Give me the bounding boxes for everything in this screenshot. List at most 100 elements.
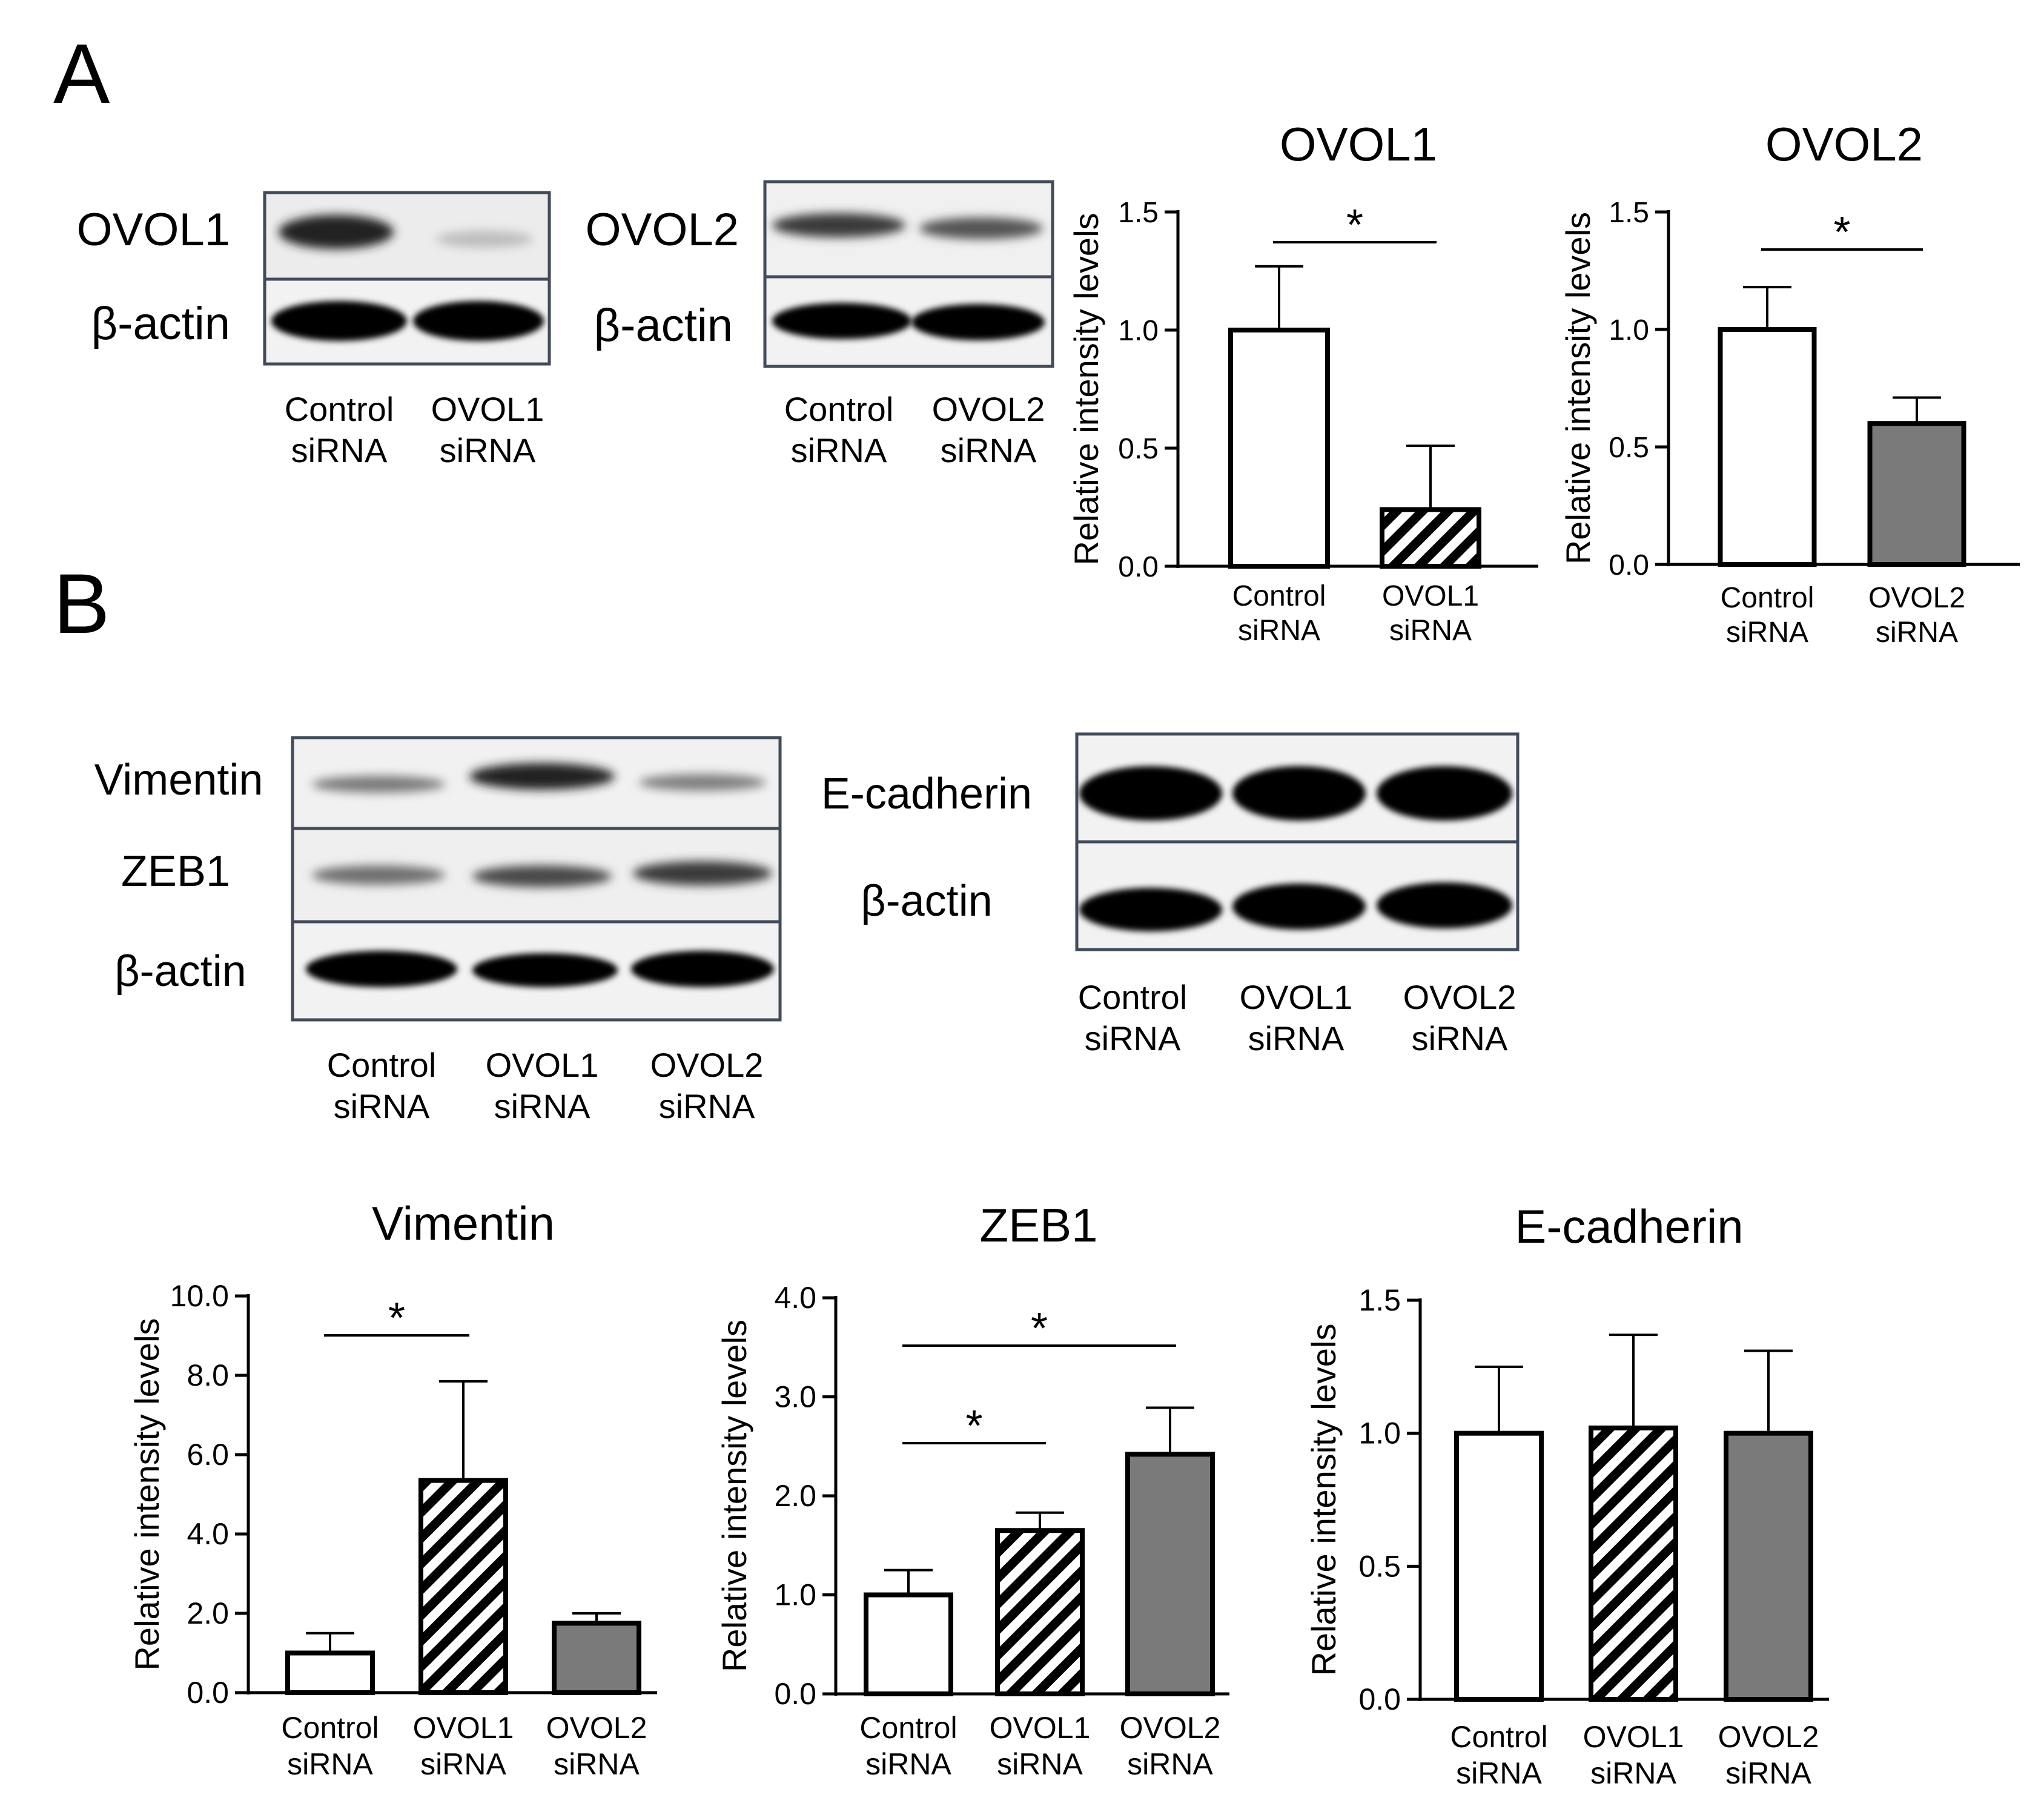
lane-label: OVOL1 — [486, 1046, 599, 1084]
x-tick-label: siRNA — [554, 1747, 640, 1781]
lane-label: OVOL1 — [1240, 978, 1353, 1016]
x-tick-label: OVOL2 — [1120, 1711, 1221, 1745]
bar — [864, 1592, 953, 1696]
vimentin-chart: Vimentin Relative intensity levels 0.0 2.0 4… — [128, 1197, 657, 1781]
lane-label: OVOL2 — [932, 390, 1045, 428]
band — [1079, 888, 1222, 931]
y-axis-label: Relative intensity levels — [1559, 212, 1597, 564]
bar — [1718, 327, 1817, 567]
band — [631, 951, 774, 987]
x-tick-label: OVOL1 — [1382, 580, 1479, 612]
x-tick-label: siRNA — [1590, 1756, 1676, 1790]
y-tick-label: 8.0 — [187, 1358, 229, 1392]
band — [472, 865, 612, 887]
blot-row-label: ZEB1 — [121, 847, 230, 896]
bar — [1454, 1430, 1544, 1702]
y-axis-label: Relative intensity levels — [715, 1320, 753, 1672]
band — [639, 774, 766, 791]
lane-label: siRNA — [659, 1087, 755, 1125]
band — [1232, 766, 1366, 821]
y-axis-label: Relative intensity levels — [128, 1318, 166, 1670]
lane-label: siRNA — [494, 1087, 590, 1125]
y-tick-label: 0.5 — [1118, 433, 1159, 465]
y-tick-label: 1.5 — [1118, 197, 1159, 229]
x-tick-label: siRNA — [1238, 615, 1320, 647]
chart-title: ZEB1 — [979, 1198, 1097, 1252]
x-tick-label: siRNA — [1389, 615, 1472, 647]
band — [772, 213, 905, 237]
lane-label: Control — [327, 1046, 437, 1084]
band — [919, 217, 1043, 239]
y-tick-label: 2.0 — [774, 1479, 816, 1513]
lane-label: OVOL1 — [431, 390, 544, 428]
bar — [552, 1621, 641, 1695]
y-tick-label: 10.0 — [170, 1279, 229, 1313]
blot-row-label: β-actin — [114, 947, 246, 996]
band — [271, 301, 407, 341]
lane-label: siRNA — [334, 1087, 430, 1125]
y-tick-label: 1.5 — [1609, 197, 1649, 229]
x-tick-label: siRNA — [1127, 1747, 1213, 1781]
bar — [418, 1478, 508, 1695]
x-tick-label: Control — [1450, 1720, 1547, 1754]
lane-label: Control — [784, 390, 894, 428]
x-tick-label: siRNA — [1725, 1756, 1811, 1790]
panel-label-b: B — [53, 556, 110, 651]
chart-title: E-cadherin — [1515, 1200, 1743, 1253]
bar — [995, 1528, 1085, 1697]
band — [1377, 882, 1512, 928]
x-tick-label: OVOL1 — [1583, 1720, 1684, 1754]
ecadherin-chart: E-cadherin Relative intensity levels 0.0 0.… — [1305, 1200, 1829, 1790]
emt-blot: Vimentin ZEB1 β-actin Control siRNA OVOL… — [94, 736, 782, 1125]
lane-label: Control — [1078, 978, 1188, 1016]
lane-label: siRNA — [1412, 1019, 1508, 1057]
band — [1079, 766, 1222, 821]
y-tick-label: 0.0 — [1118, 551, 1159, 583]
lane-label: siRNA — [791, 431, 887, 469]
y-tick-label: 0.5 — [1609, 432, 1649, 464]
zeb1-chart: ZEB1 Relative intensity levels 0.0 1.0 2.0 3.… — [715, 1198, 1229, 1781]
band — [1377, 766, 1512, 821]
y-tick-label: 2.0 — [187, 1596, 229, 1630]
y-tick-label: 1.0 — [1118, 315, 1159, 347]
band — [413, 301, 544, 341]
x-tick-label: siRNA — [1726, 617, 1808, 649]
band — [772, 303, 911, 339]
bar — [1228, 328, 1330, 569]
blot-row-label: OVOL2 — [586, 204, 739, 256]
lane-label: siRNA — [1085, 1019, 1181, 1057]
chart-title: OVOL1 — [1280, 117, 1437, 171]
significance-star: * — [1031, 1304, 1048, 1353]
significance-star: * — [1346, 201, 1363, 250]
band — [1232, 884, 1366, 930]
x-tick-label: siRNA — [287, 1747, 373, 1781]
bar — [1867, 421, 1966, 567]
blot-row-label: β-actin — [861, 877, 992, 925]
x-tick-label: Control — [281, 1711, 379, 1745]
y-tick-label: 4.0 — [187, 1517, 229, 1551]
significance-star: * — [965, 1402, 982, 1450]
band — [306, 951, 457, 987]
x-tick-label: OVOL1 — [990, 1711, 1091, 1745]
significance-star: * — [388, 1294, 405, 1343]
y-tick-label: 1.0 — [774, 1578, 816, 1612]
x-tick-label: OVOL2 — [1718, 1720, 1819, 1754]
x-tick-label: siRNA — [1876, 617, 1958, 649]
band — [469, 763, 615, 790]
band — [312, 865, 445, 885]
ovol1-chart: OVOL1 Relative intensity levels 0.0 0.5 1.0 1… — [1067, 117, 1538, 647]
band — [633, 861, 772, 885]
y-axis-label: Relative intensity levels — [1067, 213, 1105, 565]
y-tick-label: 0.0 — [1609, 549, 1649, 581]
bar — [1380, 507, 1481, 569]
bar — [1724, 1430, 1813, 1702]
x-tick-label: Control — [1721, 582, 1814, 614]
panel-label-a: A — [53, 26, 110, 121]
blot-row-label: OVOL1 — [77, 204, 230, 256]
bar — [285, 1650, 375, 1695]
y-tick-label: 1.0 — [1609, 314, 1649, 346]
blot-row-label: Vimentin — [94, 756, 263, 804]
lane-label: Control — [285, 390, 394, 428]
lane-label: siRNA — [440, 431, 536, 469]
